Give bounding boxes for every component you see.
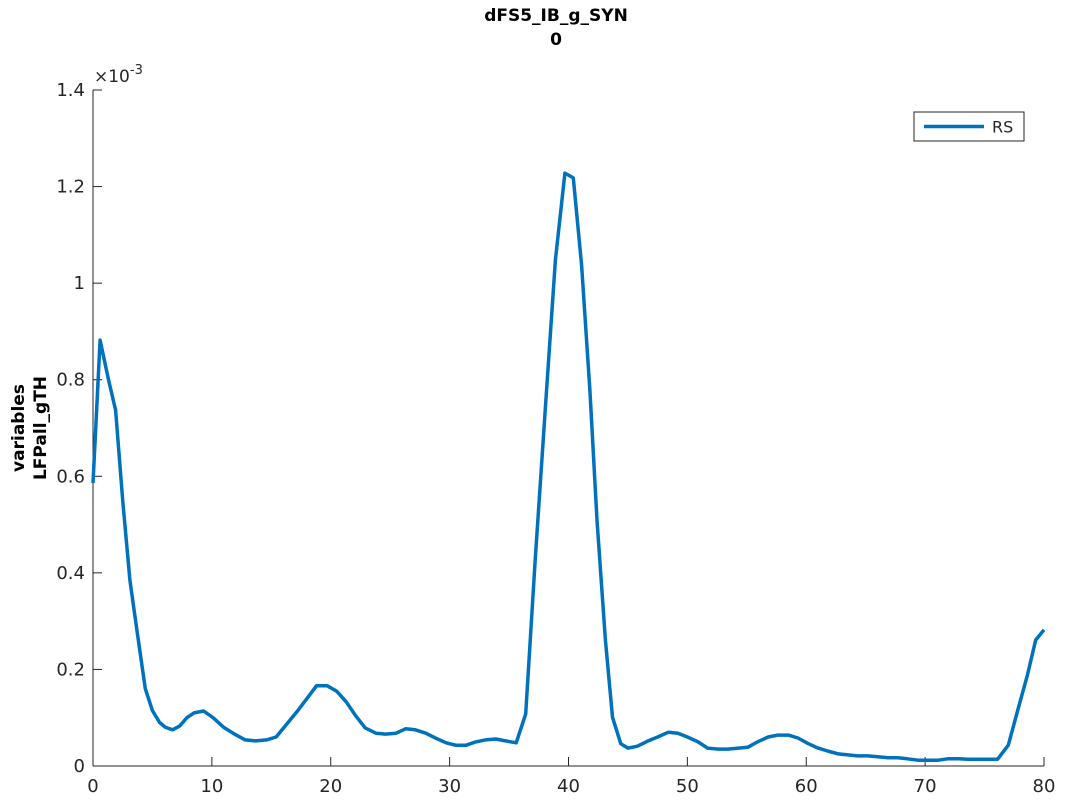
y-tick-label: 0.2: [56, 659, 85, 680]
y-tick-label: 0.4: [56, 563, 85, 584]
y-axis-label: variables: [9, 384, 29, 472]
x-tick-label: 70: [914, 776, 937, 797]
y-tick-label: 1.4: [56, 80, 85, 101]
x-tick-label: 30: [438, 776, 461, 797]
y-axis-label: LFPall_gTH: [31, 376, 51, 480]
x-tick-label: 20: [319, 776, 342, 797]
y-multiplier: ×10-3: [94, 63, 143, 87]
x-tick-label: 80: [1033, 776, 1056, 797]
y-multiplier-exponent: -3: [130, 63, 143, 78]
chart-title: dFS5_IB_g_SYN: [484, 6, 628, 26]
y-multiplier-base: ×10: [94, 67, 130, 87]
x-tick-label: 40: [557, 776, 580, 797]
data-line: [91, 171, 1046, 762]
chart-subtitle: 0: [550, 30, 562, 50]
x-tick-label: 0: [87, 776, 98, 797]
x-tick-label: 50: [676, 776, 699, 797]
x-tick-label: 60: [795, 776, 818, 797]
y-tick-label: 0.6: [56, 466, 85, 487]
legend-label: RS: [992, 118, 1013, 137]
x-tick-label: 10: [200, 776, 223, 797]
y-tick-label: 1.2: [56, 177, 85, 198]
y-tick-label: 0.8: [56, 370, 85, 391]
y-tick-label: 1: [74, 273, 85, 294]
y-tick-label: 0: [74, 756, 85, 777]
